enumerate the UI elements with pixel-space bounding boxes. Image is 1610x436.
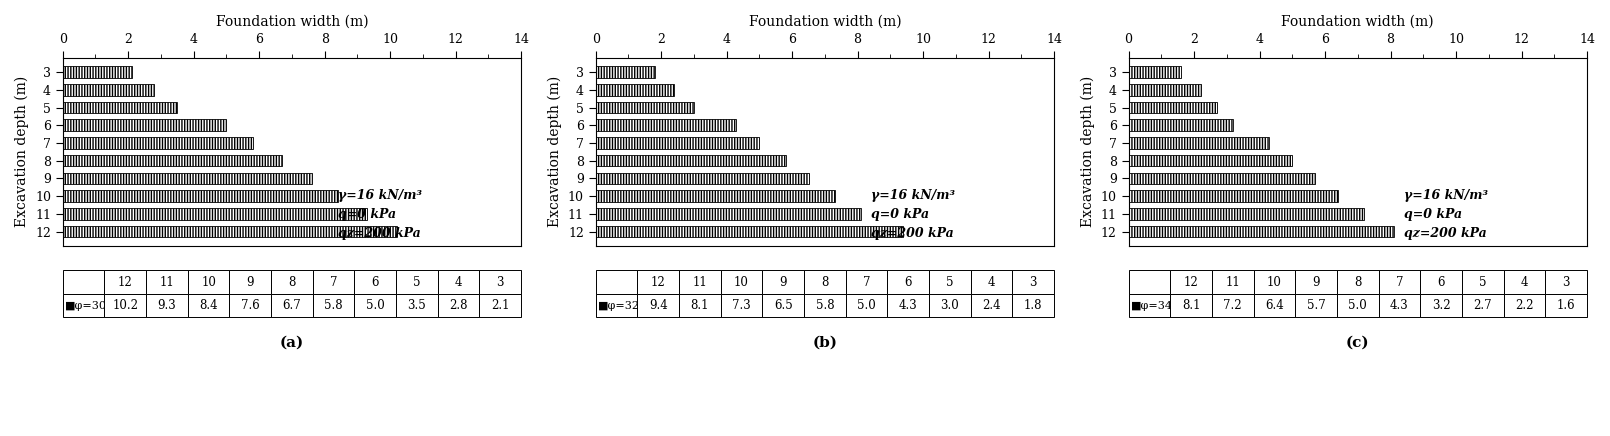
Bar [1129, 191, 1338, 202]
Bar [1129, 102, 1217, 113]
Bar [63, 173, 312, 184]
Bar [1129, 155, 1293, 167]
Text: γ=16 kN/m³
q=0 kPa
qz=200 kPa: γ=16 kN/m³ q=0 kPa qz=200 kPa [1404, 189, 1488, 240]
Bar [1129, 137, 1269, 149]
Text: γ=16 kN/m³
q=0 kPa
qz=200 kPa: γ=16 kN/m³ q=0 kPa qz=200 kPa [338, 189, 422, 240]
X-axis label: Foundation width (m): Foundation width (m) [749, 15, 902, 29]
Bar [596, 226, 903, 237]
Y-axis label: Excavation depth (m): Excavation depth (m) [14, 76, 29, 228]
Bar [596, 66, 655, 78]
Bar [63, 155, 282, 167]
Bar [596, 84, 675, 95]
Bar [1129, 226, 1394, 237]
Bar [596, 191, 834, 202]
Bar [63, 102, 177, 113]
Bar [596, 208, 861, 220]
Text: (b): (b) [813, 336, 837, 350]
Bar [596, 155, 786, 167]
Text: (a): (a) [280, 336, 304, 350]
Bar [1129, 119, 1233, 131]
Bar [1129, 66, 1182, 78]
X-axis label: Foundation width (m): Foundation width (m) [216, 15, 369, 29]
Text: (c): (c) [1346, 336, 1370, 350]
Bar [596, 137, 760, 149]
X-axis label: Foundation width (m): Foundation width (m) [1282, 15, 1435, 29]
Bar [1129, 208, 1364, 220]
Text: γ=16 kN/m³
q=0 kPa
qz=200 kPa: γ=16 kN/m³ q=0 kPa qz=200 kPa [871, 189, 955, 240]
Bar [63, 226, 396, 237]
Bar [1129, 84, 1201, 95]
Bar [596, 173, 808, 184]
Y-axis label: Excavation depth (m): Excavation depth (m) [1080, 76, 1095, 228]
Bar [63, 119, 227, 131]
Bar [63, 137, 253, 149]
Bar [596, 119, 736, 131]
Bar [63, 66, 132, 78]
Bar [63, 84, 155, 95]
Bar [63, 191, 338, 202]
Bar [1129, 173, 1315, 184]
Bar [63, 208, 367, 220]
Y-axis label: Excavation depth (m): Excavation depth (m) [547, 76, 562, 228]
Bar [596, 102, 694, 113]
